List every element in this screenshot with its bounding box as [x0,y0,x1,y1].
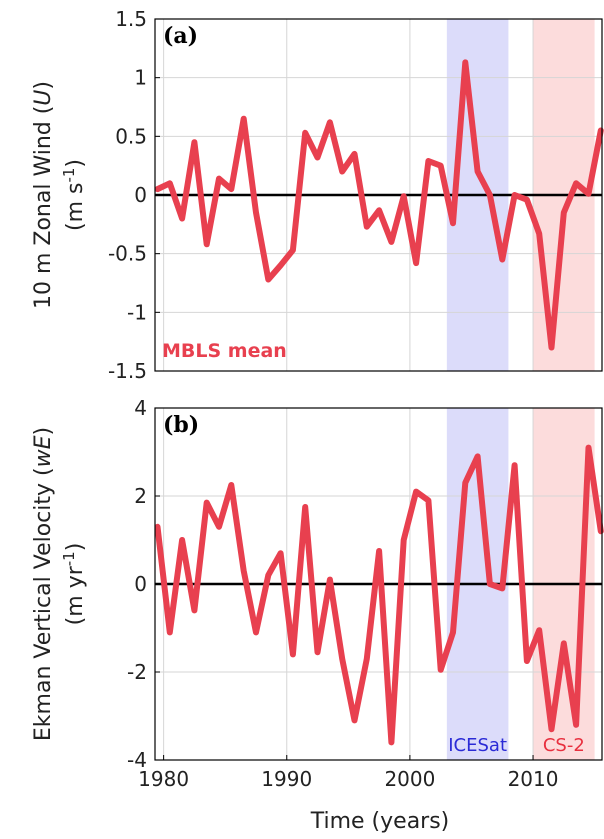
panel-b-ylabel-unit: (m yr-1) [60,543,88,626]
panel-a-ylabel-prefix: 10 m Zonal Wind ( [31,106,56,309]
panel-a-unit-pre: (m s [63,183,88,231]
panel-b-x-ticks: 1980 1990 2000 2010 [138,755,558,791]
panel-b-unit-pre: (m yr [63,565,88,625]
cs2-band-label: CS-2 [543,735,585,756]
panel-a-ylabel-title: 10 m Zonal Wind (U) [31,81,56,309]
x-tick-label: 2010 [508,767,559,791]
y-tick-label: -0.5 [108,242,147,266]
y-tick-label: 4 [134,396,147,420]
y-tick-label: -2 [127,660,147,684]
y-tick-label: -4 [127,748,147,772]
panel-b-ylabel-prefix: Ekman Vertical Velocity ( [31,467,56,741]
panel-b-ylabel-variable: wE [31,435,56,467]
y-tick-label: 1 [134,66,147,90]
panel-b-label: (b) [163,412,199,438]
panel-a-ylabel-unit: (m s-1) [60,159,88,231]
y-tick-label: 2 [134,484,147,508]
panel-a-ylabel-close: ) [31,81,56,90]
icesat-band-label: ICESat [448,735,507,756]
y-tick-label: -1 [127,300,147,324]
x-tick-label: 1990 [261,767,312,791]
y-tick-label: 0 [134,572,147,596]
panel-a-unit-sup: -1 [60,168,78,183]
y-tick-label: 0 [134,183,147,207]
y-tick-label: -1.5 [108,359,147,383]
panel-b-ylabel-close: ) [31,427,56,436]
panel-a-ylabel-variable: U [31,90,56,106]
x-axis-label: Time (years) [310,809,450,834]
panel-b-unit-sup: -1 [60,551,78,566]
panel-a-unit-post: ) [63,159,88,168]
y-tick-label: 0.5 [115,124,147,148]
panel-b-y-axis-label: Ekman Vertical Velocity (wE) (m yr-1) [31,427,88,741]
panel-a-label: (a) [163,23,198,49]
panel-a-zonal-wind: -1.5 -1 -0.5 0 0.5 1 1.5 (a) MBLS mean 10 m Zo… [31,7,604,383]
panel-b-points [157,447,601,743]
panel-b-ylabel-title: Ekman Vertical Velocity (wE) [31,427,56,741]
x-tick-label: 1980 [138,767,189,791]
panel-a-y-ticks: -1.5 -1 -0.5 0 0.5 1 1.5 [108,7,160,383]
panel-b-y-ticks: -4 -2 0 2 4 [127,396,160,772]
x-tick-label: 2000 [384,767,435,791]
panel-b-unit-post: ) [63,543,88,552]
panel-b-ekman-velocity: -4 -2 0 2 4 1980 1990 2000 2010 (b) ICESat CS-2… [31,396,604,791]
y-tick-label: 1.5 [115,7,147,31]
panel-a-annotation: MBLS mean [162,340,287,362]
panel-a-y-axis-label: 10 m Zonal Wind (U) (m s-1) [31,81,88,309]
panel-a-points [157,62,601,348]
